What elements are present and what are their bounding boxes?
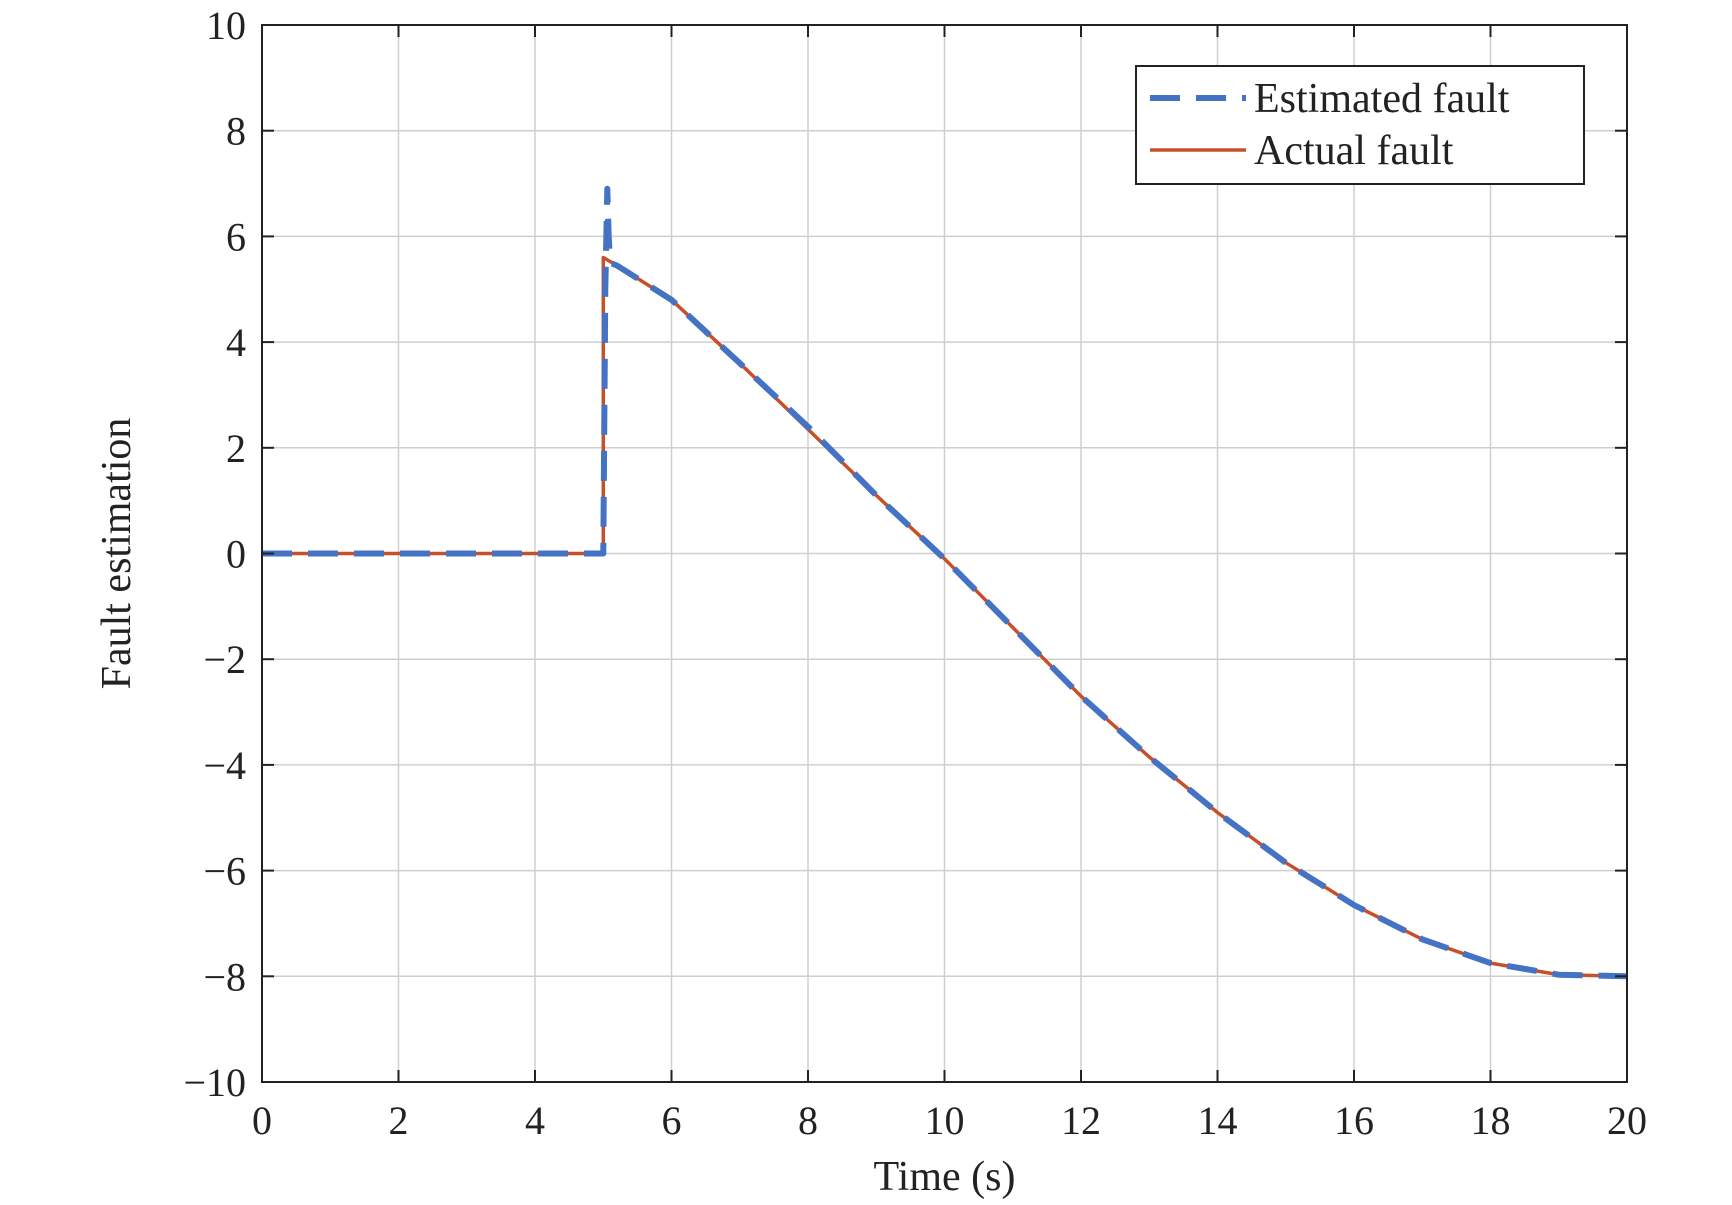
grid bbox=[262, 25, 1627, 1082]
x-tick-label: 8 bbox=[798, 1098, 818, 1143]
y-tick-label: −2 bbox=[203, 637, 246, 682]
series-line-estimated-fault bbox=[262, 185, 1628, 980]
y-axis-label: Fault estimation bbox=[94, 418, 140, 690]
y-tick-label: −4 bbox=[203, 743, 246, 788]
y-tick-label: 2 bbox=[226, 426, 246, 471]
x-tick-label: 12 bbox=[1061, 1098, 1101, 1143]
x-tick-label: 14 bbox=[1198, 1098, 1238, 1143]
legend-label-estimated-fault: Estimated fault bbox=[1254, 76, 1510, 122]
y-tick-label: 0 bbox=[226, 532, 246, 577]
y-tick-label: 6 bbox=[226, 214, 246, 259]
y-tick-label: 4 bbox=[226, 320, 246, 365]
x-tick-label: 20 bbox=[1607, 1098, 1647, 1143]
x-axis-label: Time (s) bbox=[874, 1154, 1016, 1200]
x-tick-label: 10 bbox=[925, 1098, 965, 1143]
legend: Estimated fault Actual fault bbox=[1135, 65, 1585, 185]
y-tick-label: −6 bbox=[203, 849, 246, 894]
x-tick-label: 16 bbox=[1334, 1098, 1374, 1143]
series-line-actual-fault bbox=[262, 255, 1628, 979]
legend-box bbox=[1135, 65, 1585, 185]
x-tick-label: 0 bbox=[252, 1098, 272, 1143]
series-lines bbox=[262, 185, 1628, 980]
y-tick-label: −10 bbox=[183, 1060, 246, 1105]
y-tick-label: 8 bbox=[226, 109, 246, 154]
x-tick-label: 6 bbox=[662, 1098, 682, 1143]
x-tick-label: 4 bbox=[525, 1098, 545, 1143]
y-tick-label: −8 bbox=[203, 954, 246, 999]
x-tick-label: 2 bbox=[389, 1098, 409, 1143]
x-tick-label: 18 bbox=[1471, 1098, 1511, 1143]
y-tick-label: 10 bbox=[206, 3, 246, 48]
legend-label-actual-fault: Actual fault bbox=[1254, 128, 1454, 174]
